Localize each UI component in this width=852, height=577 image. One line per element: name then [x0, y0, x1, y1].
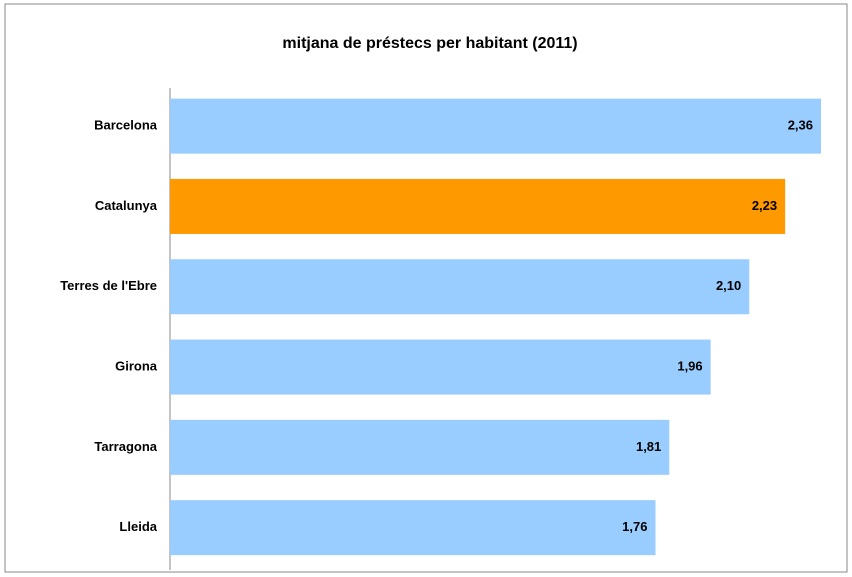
- chart-title: mitjana de préstecs per habitant (2011): [282, 35, 577, 52]
- value-label: 2,36: [788, 118, 813, 133]
- category-label: Catalunya: [95, 198, 158, 213]
- value-label: 1,96: [677, 358, 702, 373]
- bar: [170, 339, 711, 395]
- value-label: 2,10: [716, 278, 741, 293]
- category-label: Barcelona: [94, 118, 158, 133]
- value-label: 1,76: [622, 519, 647, 534]
- bar: [170, 259, 750, 315]
- value-label: 2,23: [752, 198, 777, 213]
- category-label: Girona: [115, 358, 158, 373]
- bar: [170, 419, 670, 475]
- category-label: Lleida: [119, 519, 157, 534]
- bar: [170, 178, 786, 234]
- category-label: Tarragona: [94, 439, 157, 454]
- bar: [170, 500, 656, 556]
- category-label: Terres de l'Ebre: [60, 278, 157, 293]
- bar: [170, 98, 821, 154]
- value-label: 1,81: [636, 439, 661, 454]
